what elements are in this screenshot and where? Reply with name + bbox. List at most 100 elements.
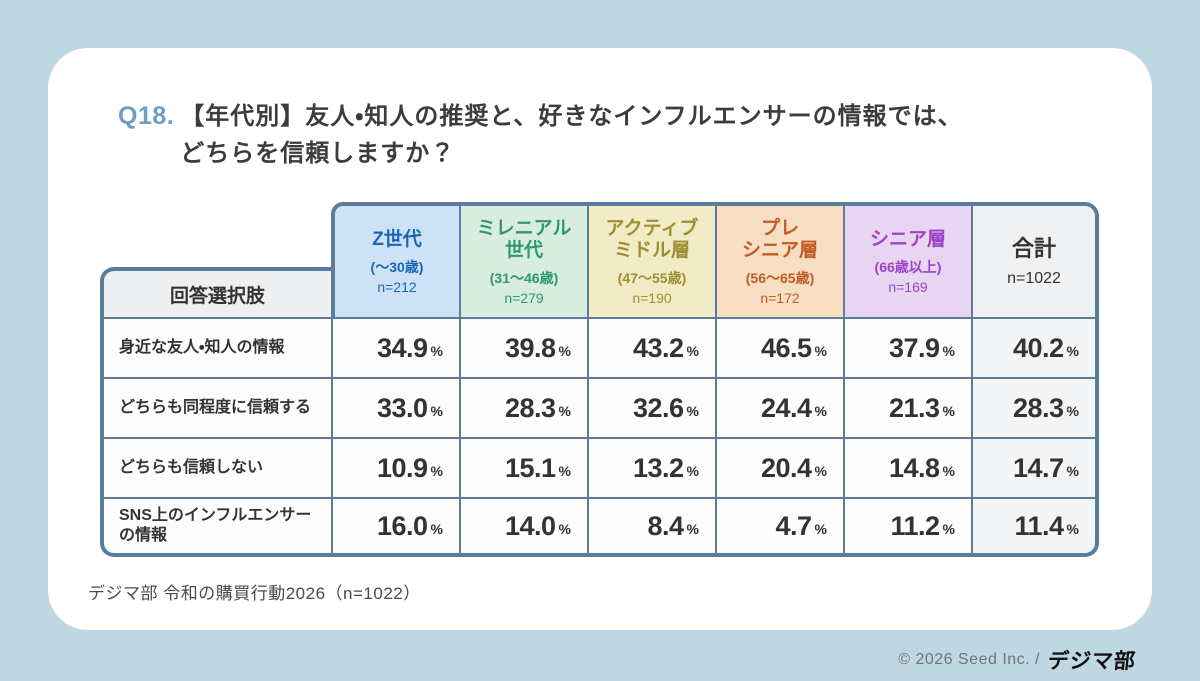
percent-value: 14.0 [504,510,556,541]
percent-sign: % [1066,403,1079,420]
data-cell: 11.2% [843,497,971,558]
results-table: 回答選択肢 Z世代 (～30歳) n=212 ミレニアル 世代 (31～46歳)… [100,202,1099,558]
column-name-line1: ミレニアル [476,217,572,239]
percent-sign: % [1066,343,1079,360]
answer-choices-header: 回答選択肢 [100,267,331,318]
column-name-line2: ミドル層 [613,240,690,262]
percent-sign: % [430,343,443,360]
percent-value: 40.2 [1012,332,1064,363]
column-header-gen-z: Z世代 (～30歳) n=212 [331,202,459,318]
percent-value: 16.0 [376,510,428,541]
data-cell-total: 28.3% [971,377,1099,438]
data-cell-total: 11.4% [971,497,1099,558]
data-cell: 13.2% [587,437,715,498]
percent-sign: % [558,403,571,420]
column-age-range: (56～65歳) [745,270,815,287]
column-sample-size: n=172 [760,290,800,307]
column-name: ミレニアル 世代 [477,218,572,264]
percent-value: 8.4 [647,510,685,541]
percent-value: 24.4 [760,392,812,423]
column-sample-size: n=212 [377,278,417,295]
data-cell: 14.8% [843,437,971,498]
percent-sign: % [686,521,699,538]
data-cell: 10.9% [331,437,459,498]
data-cell: 15.1% [459,437,587,498]
percent-value: 14.7 [1012,452,1064,483]
percent-value: 28.3 [504,392,556,423]
percent-value: 34.9 [376,332,428,363]
percent-sign: % [814,403,827,420]
column-age-range: (31～46歳) [489,270,559,287]
column-name: プレ シニア層 [742,218,818,264]
percent-sign: % [814,521,827,538]
dejima-bu-logo: デジマ部 [1046,650,1138,673]
column-sample-size: n=279 [504,290,544,307]
column-age-range: (66歳以上) [874,258,942,275]
data-cell: 16.0% [331,497,459,558]
table-row-trust-both-equally: どちらも同程度に信頼する 33.0% 28.3% 32.6% 24.4% 21.… [100,377,1099,438]
column-name-line2: シニア層 [741,240,818,262]
data-cell: 21.3% [843,377,971,438]
percent-sign: % [686,403,699,420]
column-name: 合計 [1012,236,1056,262]
percent-value: 33.0 [376,392,428,423]
source-note: デジマ部 令和の購買行動2026（n=1022） [88,584,421,604]
column-sample-size: n=1022 [1007,270,1061,288]
table-row-sns-influencer-info: SNS上のインフルエンサーの情報 16.0% 14.0% 8.4% 4.7% 1… [100,497,1099,558]
column-name-line1: アクティブ [605,217,699,239]
percent-sign: % [1066,463,1079,480]
column-header-senior: シニア層 (66歳以上) n=169 [843,202,971,318]
data-cell: 43.2% [587,317,715,378]
column-sample-size: n=190 [632,290,672,307]
percent-value: 21.3 [888,392,940,423]
data-cell: 28.3% [459,377,587,438]
data-cell-total: 14.7% [971,437,1099,498]
percent-value: 32.6 [632,392,684,423]
percent-sign: % [430,521,443,538]
percent-value: 15.1 [504,452,556,483]
column-name-line1: シニア層 [869,228,946,250]
data-cell: 33.0% [331,377,459,438]
data-cell: 32.6% [587,377,715,438]
percent-sign: % [558,343,571,360]
copyright-text: © 2026 Seed Inc. / [898,651,1040,668]
question-text-line1: 【年代別】友人・知人の推奨と、好きなインフルエンサーの情報では、 [180,103,963,130]
column-header-total: 合計 n=1022 [971,202,1099,318]
question-text: 【年代別】友人・知人の推奨と、好きなインフルエンサーの情報では、 どちらを信頼し… [180,98,962,172]
column-name: Z世代 [372,229,422,252]
percent-sign: % [942,403,955,420]
column-header-active-middle: アクティブ ミドル層 (47～55歳) n=190 [587,202,715,318]
percent-value: 39.8 [504,332,556,363]
percent-sign: % [814,343,827,360]
content-card: Q18. 【年代別】友人・知人の推奨と、好きなインフルエンサーの情報では、 どち… [48,48,1152,630]
column-age-range: (47～55歳) [617,270,687,287]
percent-sign: % [814,463,827,480]
percent-value: 14.8 [888,452,940,483]
column-name: アクティブ ミドル層 [606,218,699,264]
column-name: シニア層 [870,229,946,252]
data-cell: 4.7% [715,497,843,558]
percent-value: 43.2 [632,332,684,363]
data-cell: 14.0% [459,497,587,558]
percent-value: 28.3 [1012,392,1064,423]
question-number: Q18. [118,102,175,130]
column-name-line1: Z世代 [372,228,422,250]
column-name-line1: プレ [760,217,799,239]
row-label: どちらも同程度に信頼する [100,377,331,438]
percent-value: 4.7 [775,510,813,541]
percent-sign: % [558,463,571,480]
column-header-millennial: ミレニアル 世代 (31～46歳) n=279 [459,202,587,318]
percent-sign: % [686,343,699,360]
percent-value: 11.2 [890,510,940,541]
data-cell: 8.4% [587,497,715,558]
row-label: どちらも信頼しない [100,437,331,498]
data-cell: 39.8% [459,317,587,378]
percent-value: 46.5 [760,332,812,363]
percent-sign: % [1066,521,1079,538]
column-header-pre-senior: プレ シニア層 (56～65歳) n=172 [715,202,843,318]
data-cell: 24.4% [715,377,843,438]
percent-sign: % [430,463,443,480]
data-cell: 20.4% [715,437,843,498]
percent-sign: % [942,521,955,538]
